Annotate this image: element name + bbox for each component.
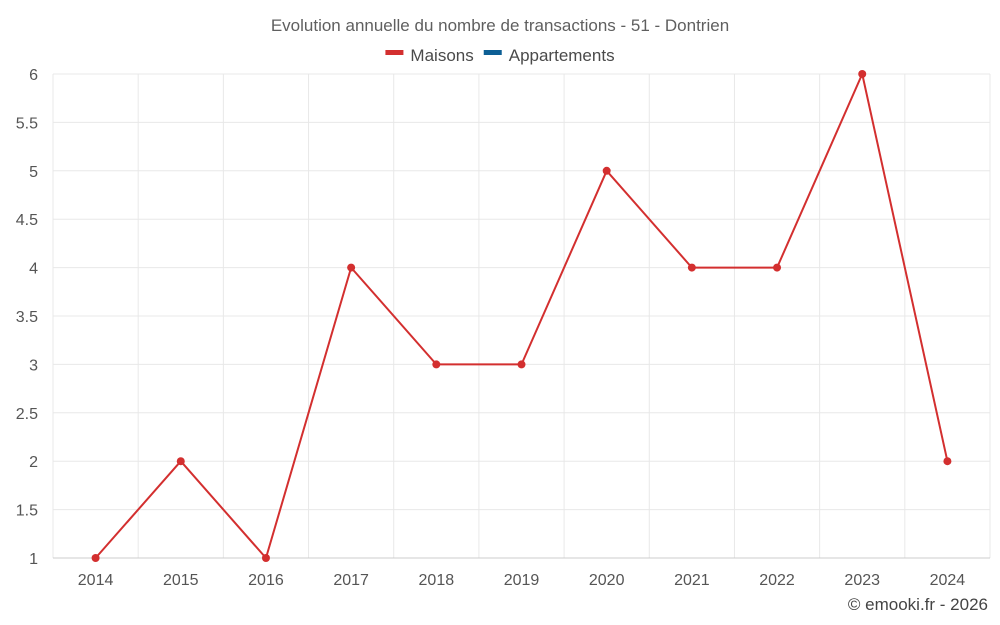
data-point-2018[interactable] bbox=[432, 360, 441, 369]
series-layer bbox=[91, 70, 952, 562]
data-point-2020[interactable] bbox=[602, 166, 611, 175]
chart-title: Evolution annuelle du nombre de transact… bbox=[271, 16, 729, 35]
x-tick-label: 2020 bbox=[589, 572, 625, 589]
x-tick-label: 2021 bbox=[674, 572, 710, 589]
x-tick-label: 2022 bbox=[759, 572, 795, 589]
y-tick-label: 3 bbox=[29, 357, 38, 374]
data-point-2021[interactable] bbox=[687, 263, 696, 272]
legend-swatch bbox=[483, 50, 502, 55]
data-point-2023[interactable] bbox=[858, 70, 867, 78]
legend: Maisons Appartements bbox=[385, 46, 615, 65]
x-tick-label: 2014 bbox=[78, 572, 114, 589]
y-tick-label: 4 bbox=[29, 261, 38, 278]
y-tick-label: 4.5 bbox=[16, 212, 38, 229]
legend-swatch bbox=[385, 50, 404, 55]
y-tick-label: 2.5 bbox=[16, 406, 38, 423]
legend-label: Appartements bbox=[509, 46, 615, 65]
x-tick-label: 2024 bbox=[930, 572, 966, 589]
data-point-2015[interactable] bbox=[176, 457, 185, 466]
copyright-text: © emooki.fr - 2026 bbox=[847, 595, 988, 614]
legend-item-maisons[interactable]: Maisons bbox=[385, 46, 474, 65]
legend-item-appartements[interactable]: Appartements bbox=[483, 46, 615, 65]
x-tick-label: 2017 bbox=[333, 572, 369, 589]
x-tick-label: 2015 bbox=[163, 572, 199, 589]
data-point-2022[interactable] bbox=[773, 263, 782, 272]
y-tick-label: 6 bbox=[29, 67, 38, 84]
data-point-2024[interactable] bbox=[943, 457, 952, 466]
y-tick-label: 3.5 bbox=[16, 309, 38, 326]
data-point-2014[interactable] bbox=[91, 554, 100, 562]
x-axis: 2014 2015 2016 2017 2018 2019 2020 2021 2022 2023… bbox=[78, 572, 966, 589]
data-point-2017[interactable] bbox=[347, 263, 356, 272]
y-tick-label: 5.5 bbox=[16, 115, 38, 132]
x-tick-label: 2023 bbox=[844, 572, 880, 589]
x-tick-label: 2016 bbox=[248, 572, 284, 589]
y-tick-label: 1.5 bbox=[16, 503, 38, 520]
legend-label: Maisons bbox=[410, 46, 473, 65]
grid bbox=[52, 73, 991, 559]
x-tick-label: 2019 bbox=[504, 572, 540, 589]
data-point-2019[interactable] bbox=[517, 360, 526, 369]
x-tick-label: 2018 bbox=[419, 572, 455, 589]
y-tick-label: 5 bbox=[29, 164, 38, 181]
y-axis: 1 1.5 2 2.5 3 3.5 4 4.5 5 5.5 6 bbox=[16, 67, 38, 568]
y-tick-label: 1 bbox=[29, 551, 38, 568]
y-tick-label: 2 bbox=[29, 454, 38, 471]
data-point-2016[interactable] bbox=[261, 554, 270, 562]
